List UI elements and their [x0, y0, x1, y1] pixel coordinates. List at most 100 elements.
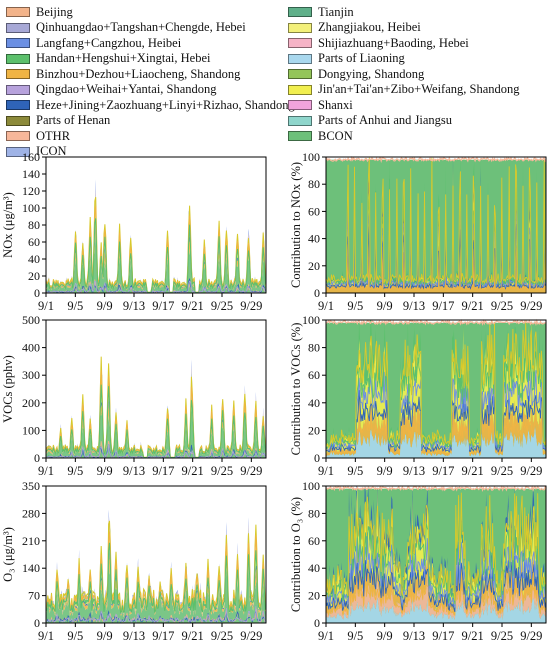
legend-item: Shanxi — [288, 97, 353, 113]
legend-item: Heze+Jining+Zaozhuang+Linyi+Rizhao, Shan… — [6, 97, 295, 113]
x-tick-label: 9/1 — [318, 464, 334, 478]
y-tick-label: 60 — [308, 368, 320, 382]
legend-swatch — [6, 131, 30, 141]
legend-label: Binzhou+Dezhou+Liaocheng, Shandong — [36, 66, 241, 81]
series-area — [326, 192, 546, 293]
chart-vocs-conc: 0 100 200 300 400 500 9/1 9/5 9/9 9/13 9/17 9/21 9/2… — [1, 313, 267, 478]
series-area — [326, 597, 546, 623]
y-tick-label: 500 — [22, 313, 40, 327]
y-tick-label: 0 — [314, 616, 320, 630]
legend-label: Shijiazhuang+Baoding, Hebei — [318, 35, 469, 50]
x-tick-label: 9/17 — [432, 299, 454, 313]
legend-label: Heze+Jining+Zaozhuang+Linyi+Rizhao, Shan… — [36, 97, 295, 112]
legend-swatch — [6, 100, 30, 110]
legend-swatch — [6, 53, 30, 64]
series-line — [325, 509, 547, 605]
series-line — [325, 492, 547, 601]
x-tick-label: 9/17 — [432, 464, 454, 478]
x-tick-label: 9/9 — [377, 464, 393, 478]
x-tick-label: 9/21 — [182, 629, 204, 643]
x-tick-label: 9/29 — [240, 629, 262, 643]
x-tick-label: 9/17 — [152, 629, 174, 643]
series-area — [46, 390, 266, 458]
x-tick-label: 9/29 — [520, 464, 542, 478]
y-axis-label: NOx (μg/m³) — [1, 192, 15, 258]
plot-frame — [45, 156, 267, 294]
legend-label: Jin'an+Tai'an+Zibo+Weifang, Shandong — [318, 82, 520, 96]
series-line — [325, 369, 547, 452]
legend-label: Qinhuangdao+Tangshan+Chengde, Hebei — [36, 20, 246, 34]
y-tick-label: 140 — [22, 167, 40, 181]
x-tick-label: 9/21 — [462, 464, 484, 478]
legend-label: Qingdao+Weihai+Yantai, Shandong — [36, 82, 217, 96]
x-tick-label: 9/5 — [67, 629, 83, 643]
x-tick-label: 9/13 — [123, 629, 145, 643]
legend-label: Parts of Henan — [36, 113, 111, 127]
legend-swatch — [288, 131, 312, 141]
y-tick-label: 200 — [22, 396, 40, 410]
legend-item: Tianjin — [288, 4, 354, 20]
x-tick-label: 9/25 — [491, 464, 513, 478]
series-line — [325, 555, 547, 613]
series-line — [45, 196, 267, 293]
chart-legend: Beijing Tianjin Qinhuangdao+Tangshan+Cheng… — [0, 0, 550, 158]
plot-frame — [45, 485, 267, 624]
y-axis-label: O₃ (μg/m³) — [1, 527, 15, 582]
y-tick-label: 40 — [308, 561, 320, 575]
plot-frame — [325, 156, 547, 294]
legend-label: Shanxi — [318, 97, 353, 112]
y-tick-label: 40 — [308, 396, 320, 410]
x-tick-label: 9/25 — [491, 629, 513, 643]
legend-swatch — [6, 7, 30, 17]
legend-item: Jin'an+Tai'an+Zibo+Weifang, Shandong — [288, 82, 520, 98]
x-tick-label: 9/29 — [520, 299, 542, 313]
legend-item: Zhangjiakou, Heibei — [288, 20, 421, 36]
x-tick-label: 9/29 — [240, 464, 262, 478]
legend-item: Parts of Anhui and Jiangsu — [288, 113, 452, 129]
y-tick-label: 80 — [28, 218, 40, 232]
legend-item: Qingdao+Weihai+Yantai, Shandong — [6, 82, 217, 98]
legend-swatch — [6, 84, 30, 95]
legend-item: ICON — [6, 144, 67, 160]
y-axis-label: VOCs (pphv) — [1, 355, 15, 423]
legend-label: Tianjin — [318, 4, 354, 19]
legend-item: Qinhuangdao+Tangshan+Chengde, Hebei — [6, 20, 246, 36]
legend-item: BCON — [288, 128, 353, 144]
y-tick-label: 300 — [22, 368, 40, 382]
y-tick-label: 0 — [34, 451, 40, 465]
y-tick-label: 210 — [22, 534, 40, 548]
series-area — [326, 425, 546, 458]
series-line — [325, 320, 547, 448]
y-tick-label: 60 — [28, 235, 40, 249]
y-tick-label: 160 — [22, 150, 40, 164]
series-line — [325, 155, 547, 164]
x-tick-label: 9/25 — [211, 464, 233, 478]
legend-label: Parts of Liaoning — [318, 51, 405, 65]
series-line — [325, 579, 547, 616]
y-tick-label: 120 — [22, 184, 40, 198]
legend-swatch — [288, 53, 312, 64]
legend-item: Beijing — [6, 4, 73, 20]
y-tick-label: 350 — [22, 479, 40, 493]
legend-swatch — [288, 115, 312, 126]
x-tick-label: 9/25 — [491, 299, 513, 313]
y-tick-label: 140 — [22, 561, 40, 575]
x-tick-label: 9/21 — [462, 299, 484, 313]
legend-item: Langfang+Cangzhou, Heibei — [6, 35, 181, 51]
x-tick-label: 9/9 — [377, 629, 393, 643]
chart-o3-contrib: 0 20 40 60 80 100 9/1 9/5 9/9 9/13 9/17 9/21 9/25 9/2… — [289, 479, 547, 643]
y-tick-label: 100 — [302, 150, 320, 164]
y-tick-label: 100 — [302, 479, 320, 493]
chart-nox-contrib: 0 20 40 60 80 100 9/1 9/5 9/9 9/13 9/17 9/21 9/25 9/2… — [289, 150, 547, 313]
x-tick-label: 9/1 — [318, 629, 334, 643]
y-tick-label: 20 — [308, 259, 320, 273]
x-tick-label: 9/13 — [403, 464, 425, 478]
y-tick-label: 0 — [314, 286, 320, 300]
legend-swatch — [288, 69, 312, 79]
x-tick-label: 9/1 — [38, 464, 54, 478]
legend-item: Handan+Hengshui+Xingtai, Hebei — [6, 51, 210, 67]
legend-label: Zhangjiakou, Heibei — [318, 20, 421, 34]
x-tick-label: 9/17 — [432, 629, 454, 643]
chart-nox-conc: 0 20 40 60 80 100 120 140 160 9/1 9/5 9/9 9/13 9/17 9/… — [1, 150, 267, 313]
legend-swatch — [6, 146, 30, 157]
